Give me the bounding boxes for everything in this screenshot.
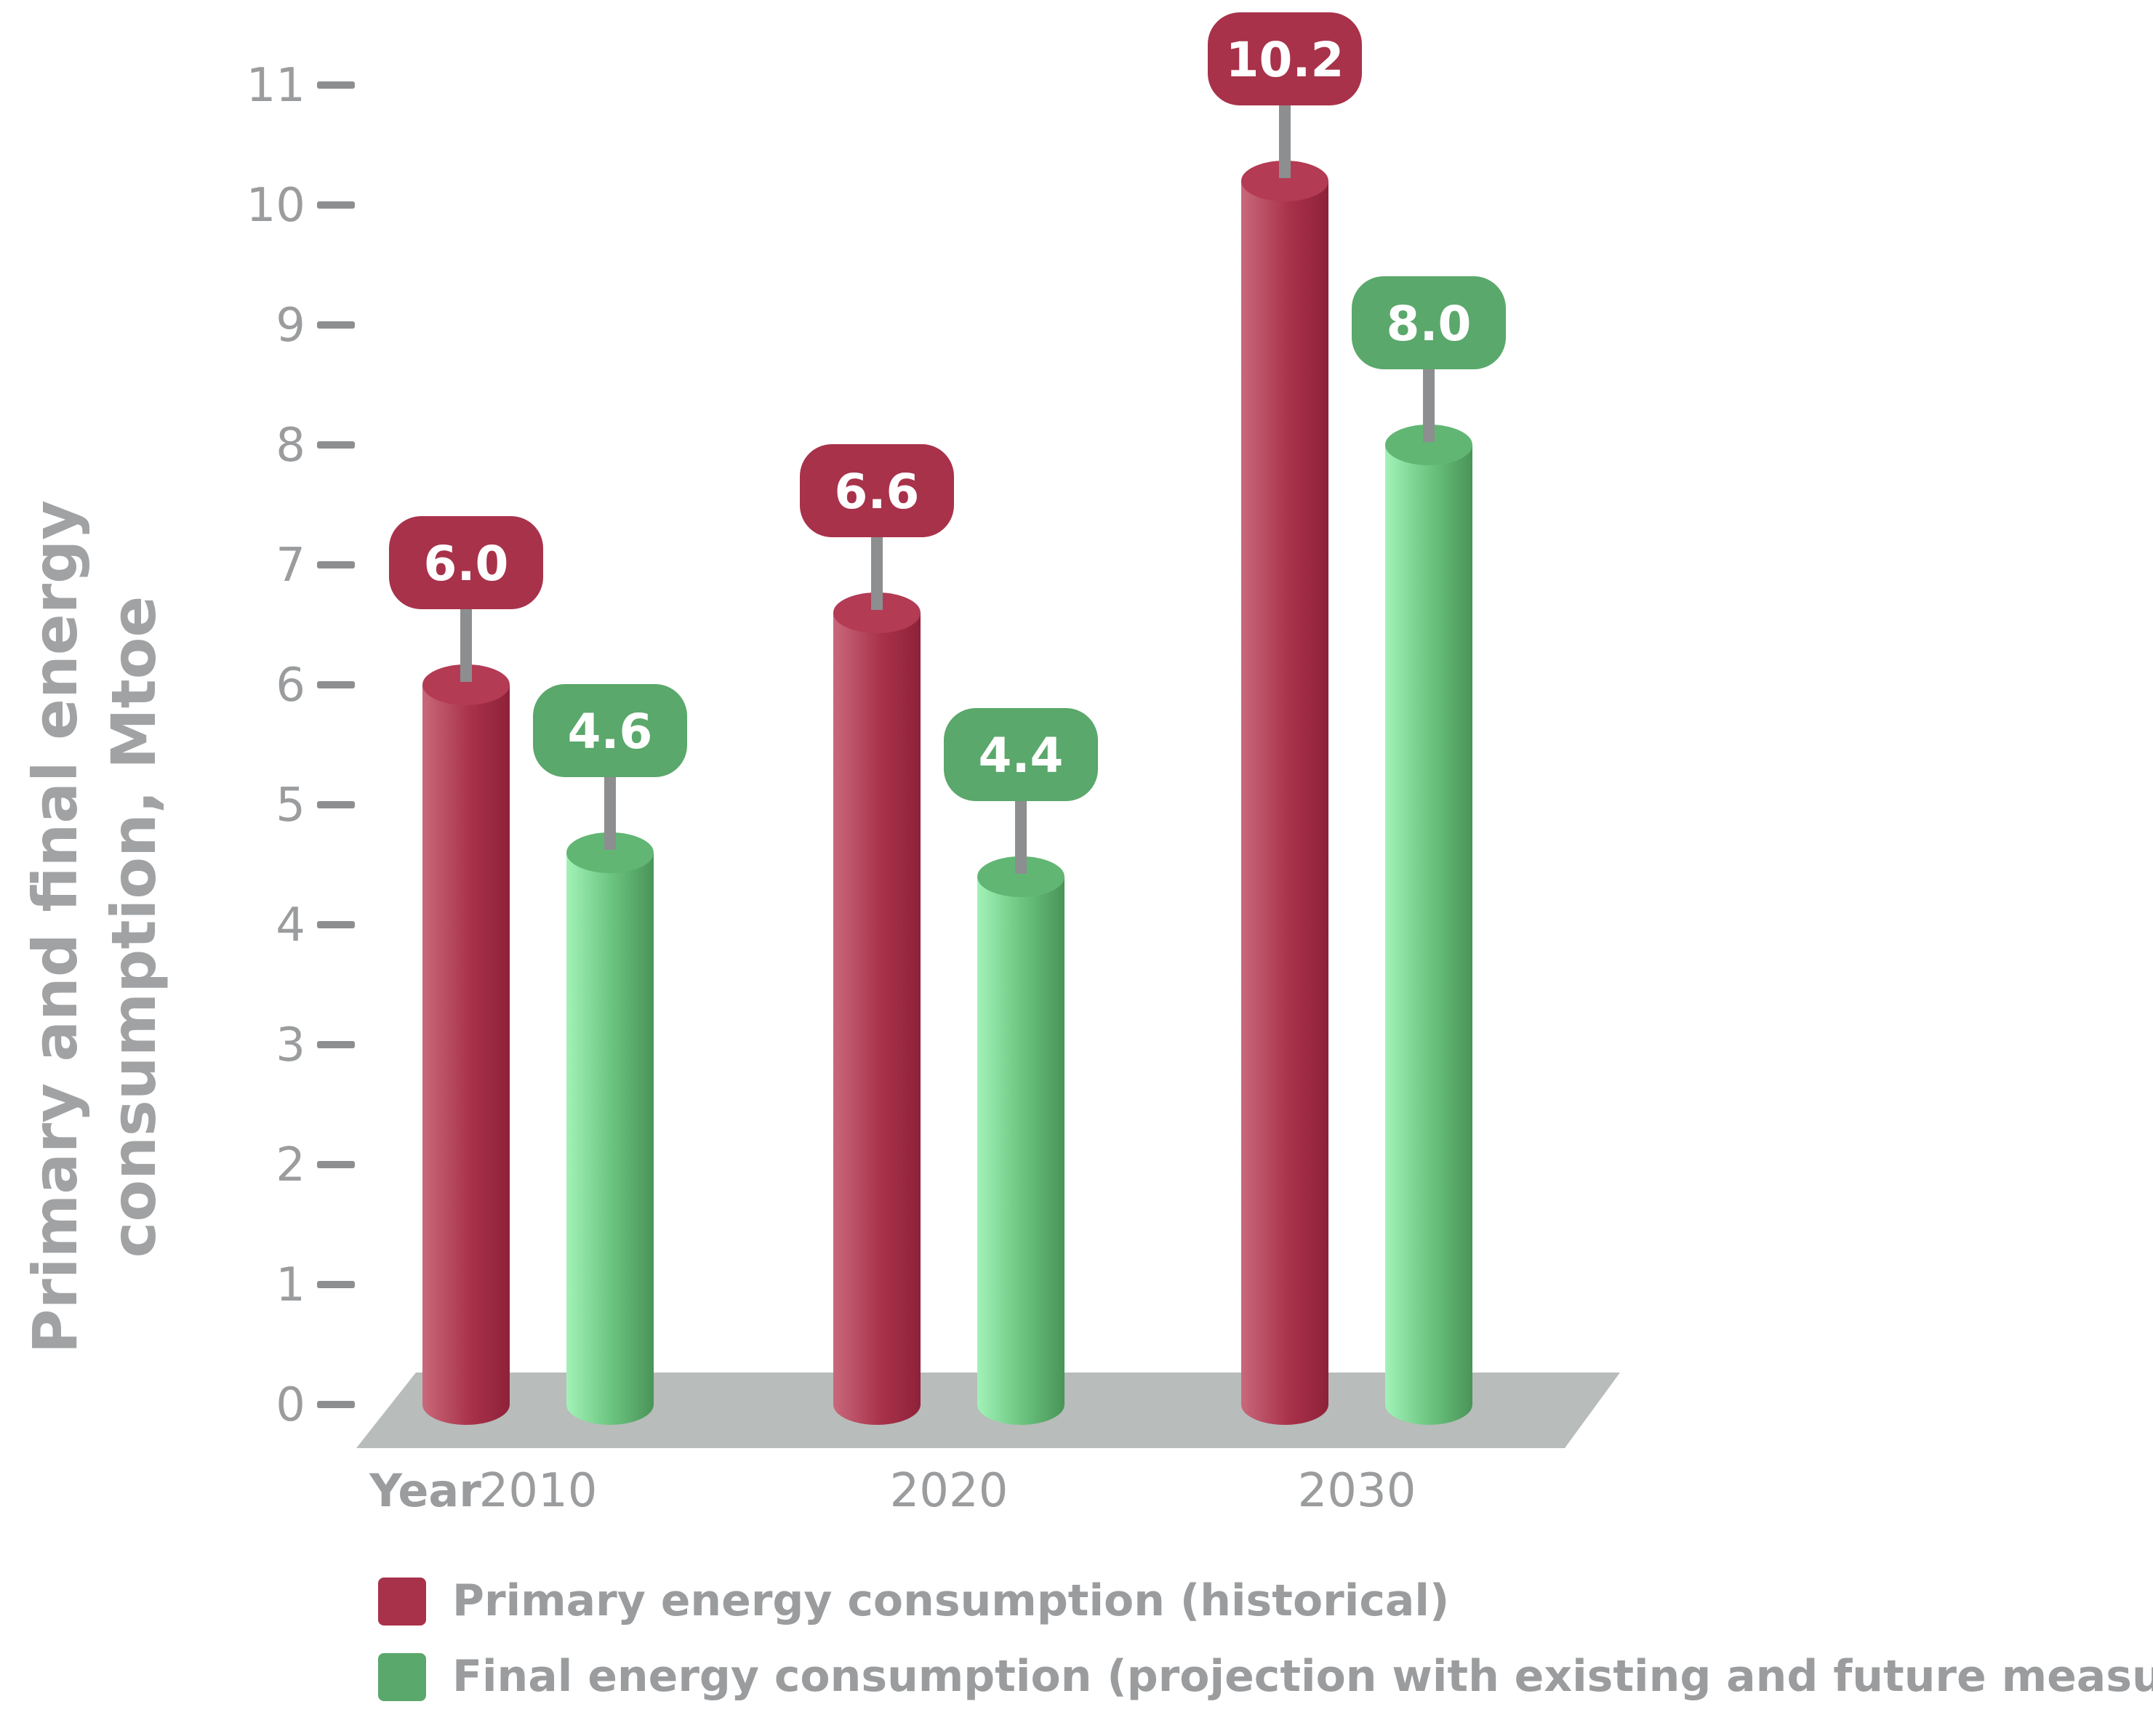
bars [422, 161, 1472, 1425]
y-tick-mark [317, 561, 355, 568]
y-tick-mark [317, 81, 355, 89]
y-tick-label: 8 [276, 419, 305, 473]
y-axis-title: Primary and final energy consumption, Mt… [20, 500, 169, 1354]
bar-top-final-2020 [977, 856, 1065, 897]
y-axis-title-line1: Primary and final energy [20, 500, 91, 1354]
value-label-final-2010: 4.6 [568, 704, 653, 760]
value-badge-final-2030 [1352, 276, 1506, 369]
legend-label-final: Final energy consumption (projection wit… [452, 1651, 2153, 1702]
legend-swatch-primary [378, 1578, 426, 1626]
value-label-primary-2020: 6.6 [835, 464, 920, 520]
y-tick-mark [317, 1281, 355, 1288]
data-labels: 6.0 4.6 6.6 4.4 10.2 8.0 [389, 12, 1506, 874]
x-category-2020: 2020 [890, 1464, 1009, 1518]
value-label-final-2030: 8.0 [1387, 296, 1472, 352]
x-category-2010: 2010 [479, 1464, 598, 1518]
y-axis-title-line2: consumption, Mtoe [98, 596, 169, 1258]
y-axis: 0 1 2 3 4 5 6 7 8 9 10 11 [246, 59, 355, 1432]
value-badge-final-2020 [944, 708, 1098, 801]
legend: Primary energy consumption (historical) … [378, 1575, 2153, 1702]
value-badge-final-2010 [533, 684, 687, 777]
y-tick-label: 7 [276, 539, 305, 592]
y-tick-label: 10 [246, 179, 305, 233]
x-axis-categories: 2010 2020 2030 [479, 1464, 1416, 1518]
y-tick-label: 4 [276, 899, 305, 952]
x-category-2030: 2030 [1298, 1464, 1416, 1518]
value-label-primary-2030: 10.2 [1226, 32, 1344, 88]
y-tick-label: 6 [276, 659, 305, 712]
y-tick-label: 9 [276, 299, 305, 353]
label-stem [871, 534, 883, 610]
y-tick-label: 11 [246, 59, 305, 113]
y-tick-mark [317, 321, 355, 329]
value-badge-primary-2010 [389, 516, 543, 609]
y-tick-mark [317, 441, 355, 449]
bar-final-2030 [1385, 445, 1472, 1425]
bar-final-2020 [977, 877, 1065, 1425]
bar-primary-2010 [422, 685, 510, 1425]
bar-top-primary-2030 [1241, 161, 1328, 201]
y-tick-mark [317, 201, 355, 209]
value-label-final-2020: 4.4 [979, 728, 1064, 784]
x-axis-title: Year [369, 1464, 481, 1517]
legend-swatch-final [378, 1653, 426, 1701]
legend-label-primary: Primary energy consumption (historical) [452, 1575, 1449, 1626]
value-label-primary-2010: 6.0 [424, 536, 509, 592]
y-tick-mark [317, 1161, 355, 1168]
bar-primary-2030 [1241, 181, 1328, 1425]
y-tick-mark [317, 1041, 355, 1048]
label-stem [460, 606, 472, 682]
label-stem [1279, 103, 1291, 178]
label-stem [604, 774, 616, 850]
y-tick-label: 1 [276, 1258, 305, 1312]
y-tick-label: 2 [276, 1138, 305, 1192]
value-badge-primary-2030 [1208, 12, 1362, 105]
y-tick-label: 5 [276, 779, 305, 832]
bar-top-primary-2020 [833, 592, 921, 633]
y-tick-mark [317, 681, 355, 688]
label-stem [1423, 366, 1435, 442]
y-tick-mark [317, 1401, 355, 1408]
label-stem [1015, 798, 1027, 874]
bar-top-final-2010 [566, 832, 654, 873]
y-tick-label: 0 [276, 1378, 305, 1432]
bar-primary-2020 [833, 613, 921, 1425]
y-tick-label: 3 [276, 1018, 305, 1072]
y-tick-mark [317, 801, 355, 808]
value-badge-primary-2020 [800, 444, 954, 537]
y-tick-mark [317, 921, 355, 928]
bar-top-final-2030 [1385, 425, 1472, 465]
bar-top-primary-2010 [422, 664, 510, 705]
bar-final-2010 [566, 853, 654, 1425]
